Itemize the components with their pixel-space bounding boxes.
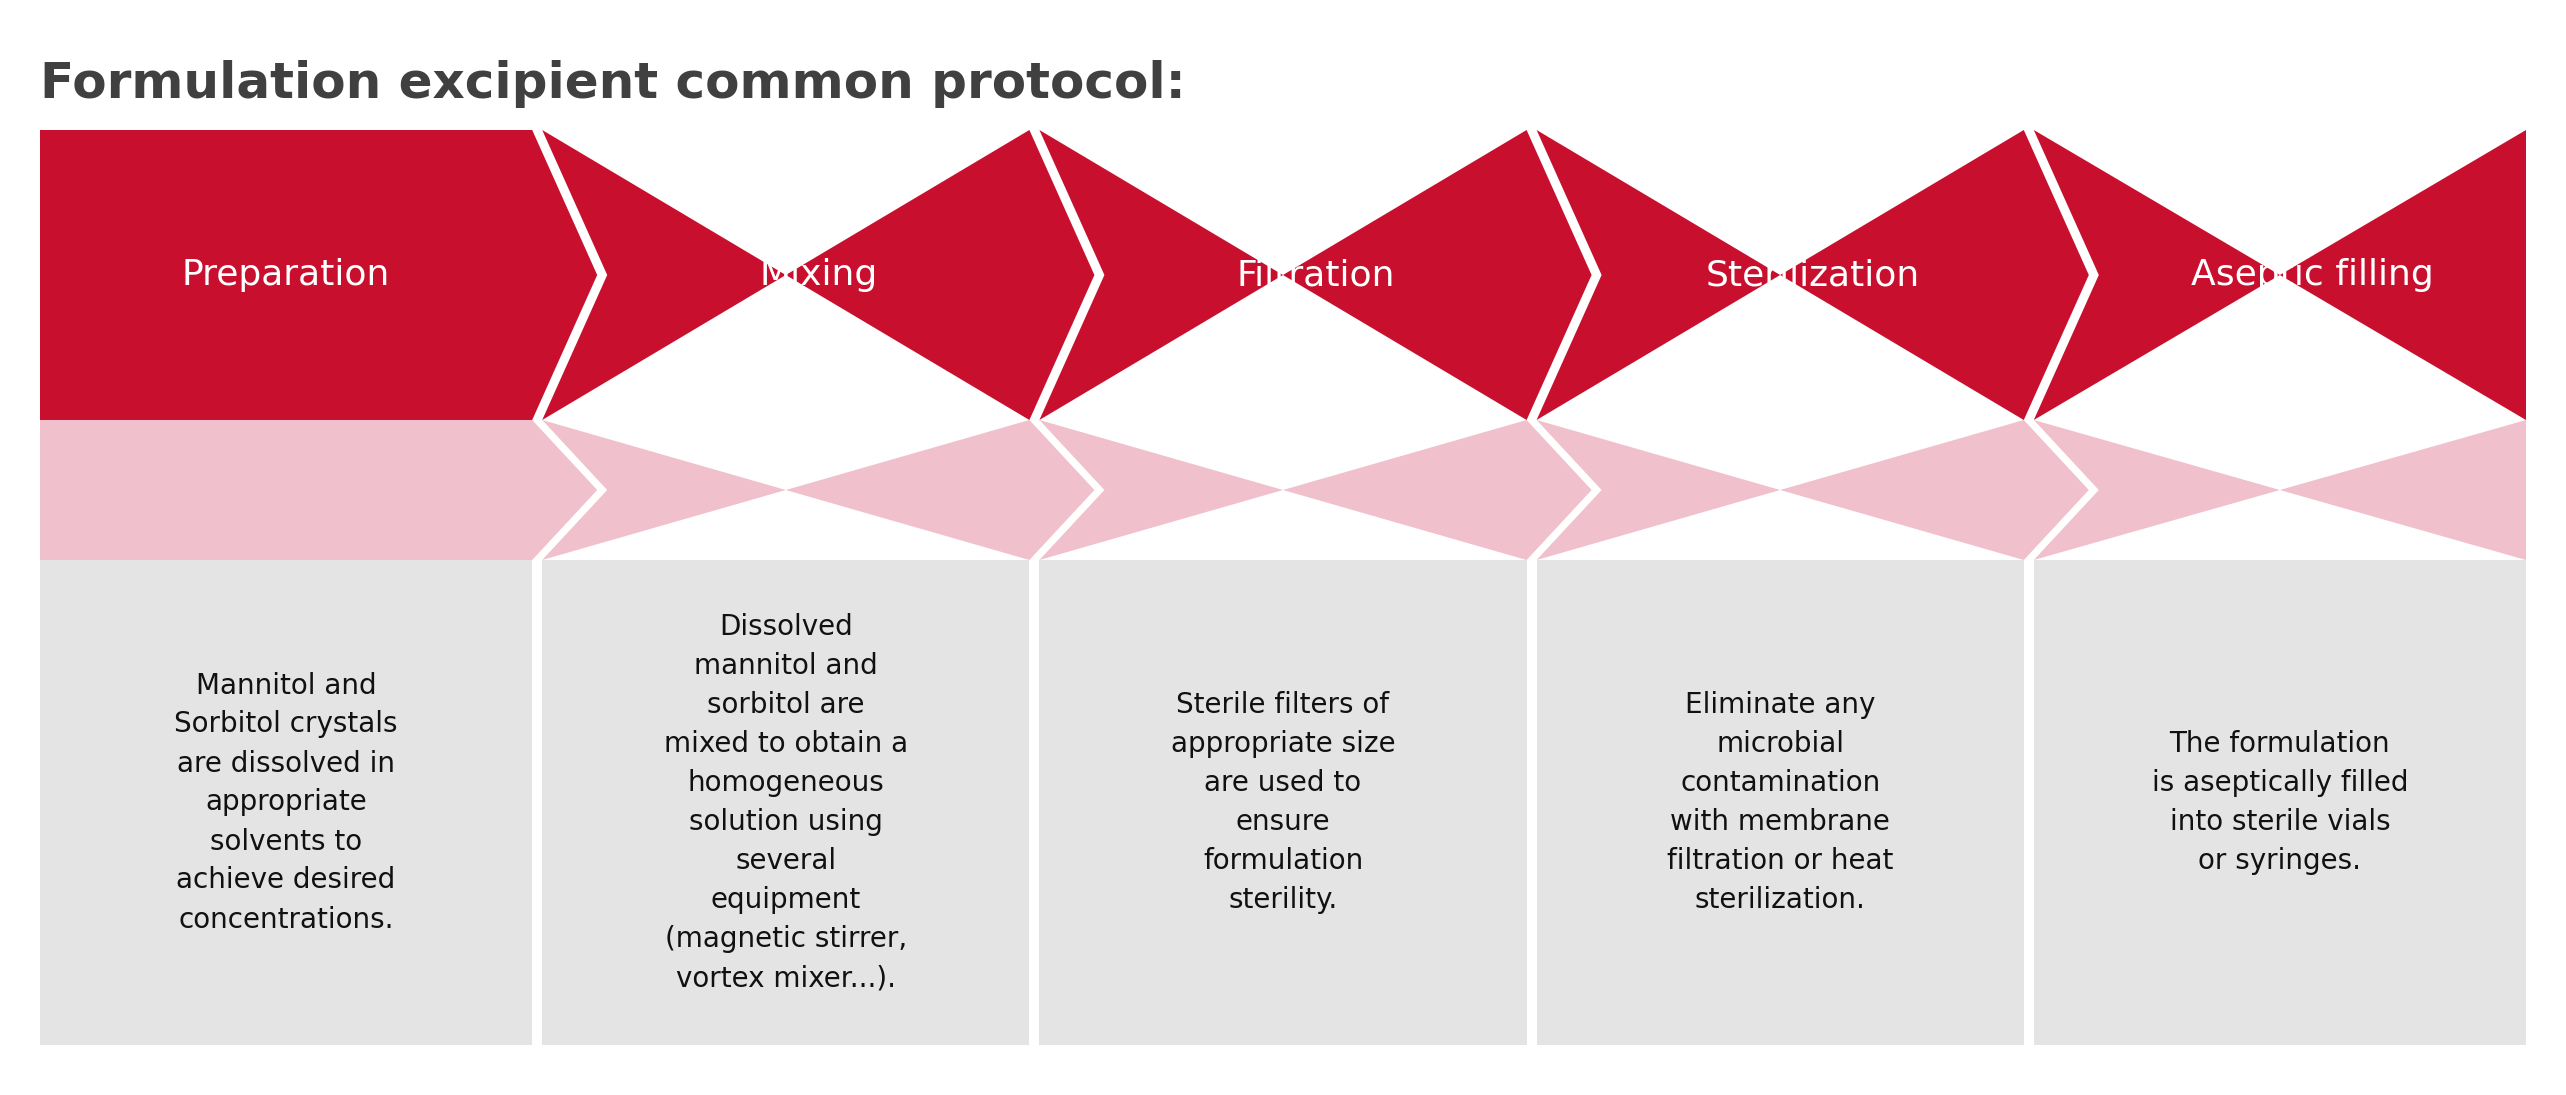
Text: Filtration: Filtration: [1237, 258, 1396, 292]
Bar: [2035, 560, 2525, 1045]
Text: Aseptic filling: Aseptic filling: [2191, 258, 2433, 292]
Bar: [1537, 560, 2025, 1045]
Polygon shape: [1039, 130, 1591, 420]
Text: Sterile filters of
appropriate size
are used to
ensure
formulation
sterility.: Sterile filters of appropriate size are …: [1170, 691, 1396, 914]
Polygon shape: [1039, 420, 1591, 560]
Text: Sterilization: Sterilization: [1706, 258, 1919, 292]
Text: Dissolved
mannitol and
sorbitol are
mixed to obtain a
homogeneous
solution using: Dissolved mannitol and sorbitol are mixe…: [665, 613, 908, 992]
Polygon shape: [2035, 420, 2525, 560]
Text: Mannitol and
Sorbitol crystals
are dissolved in
appropriate
solvents to
achieve : Mannitol and Sorbitol crystals are disso…: [174, 671, 398, 934]
Bar: [1039, 560, 1527, 1045]
Text: The formulation
is aseptically filled
into sterile vials
or syringes.: The formulation is aseptically filled in…: [2153, 730, 2407, 875]
Polygon shape: [541, 420, 1096, 560]
Text: Formulation excipient common protocol:: Formulation excipient common protocol:: [41, 60, 1185, 108]
Bar: [41, 560, 531, 1045]
Text: Eliminate any
microbial
contamination
with membrane
filtration or heat
steriliza: Eliminate any microbial contamination wi…: [1668, 691, 1894, 914]
Text: Mixing: Mixing: [760, 258, 878, 292]
Bar: [541, 560, 1029, 1045]
Text: Preparation: Preparation: [182, 258, 390, 292]
Polygon shape: [541, 130, 1096, 420]
Polygon shape: [41, 420, 598, 560]
Polygon shape: [1537, 420, 2089, 560]
Polygon shape: [1537, 130, 2089, 420]
Polygon shape: [41, 130, 598, 420]
Polygon shape: [2035, 130, 2525, 420]
